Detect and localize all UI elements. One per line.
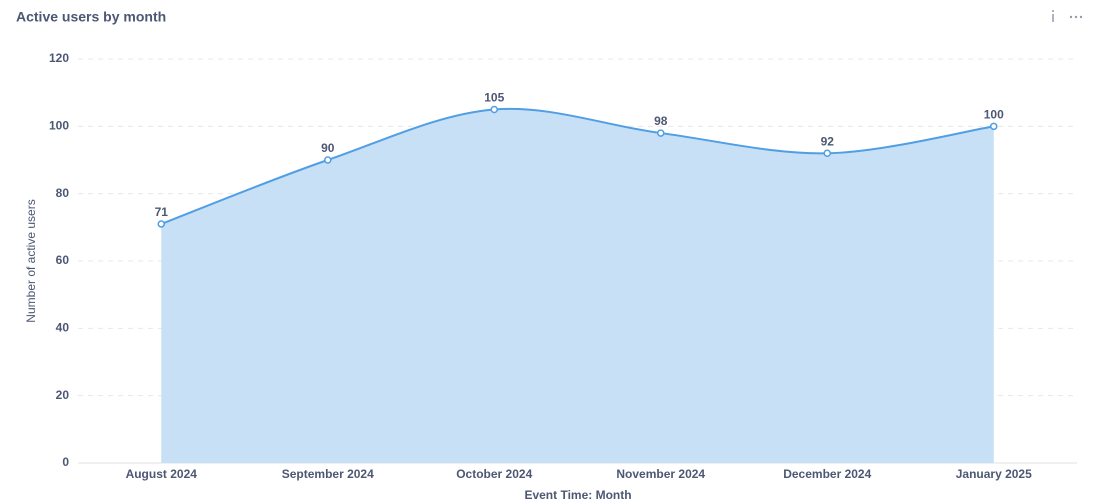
dot — [1069, 15, 1073, 19]
more-icon[interactable] — [1069, 15, 1083, 19]
y-tick-label: 60 — [56, 253, 70, 267]
point — [490, 105, 498, 114]
y-tick-label: 20 — [56, 388, 70, 402]
data-label: 98 — [654, 114, 668, 128]
x-tick-label: November 2024 — [616, 467, 705, 481]
point — [990, 122, 998, 131]
info-icon[interactable] — [1052, 10, 1054, 22]
x-tick-label: December 2024 — [783, 467, 871, 481]
x-tick-label: January 2025 — [956, 467, 1032, 481]
y-tick-label: 40 — [56, 321, 70, 335]
dot — [1074, 15, 1078, 19]
point — [157, 220, 165, 228]
point — [657, 129, 665, 137]
data-label: 90 — [321, 141, 335, 155]
y-tick-label: 100 — [49, 119, 69, 133]
y-axis-label: Number of active users — [24, 199, 38, 322]
x-tick-label: October 2024 — [456, 467, 532, 481]
point — [324, 156, 332, 164]
chart-title: Active users by month — [16, 9, 166, 25]
y-tick-label: 80 — [56, 186, 70, 200]
data-label: 100 — [984, 108, 1004, 122]
point — [823, 149, 831, 158]
line — [160, 107, 994, 225]
info-dot — [1052, 10, 1054, 12]
y-tick-label: 0 — [62, 455, 69, 469]
x-axis-label: Event Time: Month — [524, 488, 631, 499]
data-label: 92 — [821, 134, 835, 148]
x-tick-label: August 2024 — [126, 467, 198, 481]
data-label: 71 — [155, 205, 169, 219]
y-tick-label: 120 — [49, 51, 69, 65]
area — [161, 108, 994, 463]
data-label: 105 — [484, 91, 504, 105]
x-tick-label: September 2024 — [282, 467, 374, 481]
dot — [1079, 15, 1083, 19]
